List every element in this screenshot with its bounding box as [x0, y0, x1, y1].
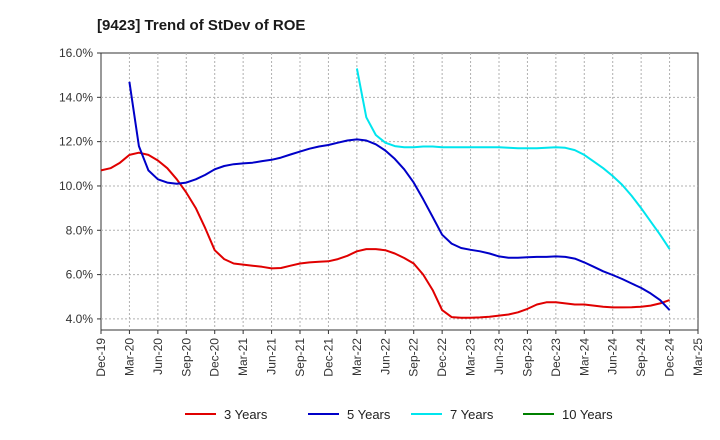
legend-label: 10 Years	[562, 407, 613, 422]
y-tick-label: 8.0%	[66, 223, 94, 237]
x-axis-ticks: Dec-19 Mar-20 Jun-20 Sep-20 Dec-20 Mar-21 Jun-…	[94, 330, 705, 377]
x-tick-label: Jun-20	[151, 338, 165, 375]
x-tick-label: Mar-25	[691, 338, 705, 376]
x-tick-label: Sep-23	[520, 338, 534, 377]
legend-label: 5 Years	[347, 407, 391, 422]
y-tick-label: 14.0%	[59, 90, 93, 104]
x-tick-label: Dec-22	[435, 338, 449, 377]
x-tick-label: Mar-20	[122, 338, 136, 376]
x-tick-label: Jun-24	[606, 338, 620, 375]
series-lines	[100, 68, 671, 319]
x-tick-label: Jun-23	[492, 338, 506, 375]
legend-label: 7 Years	[450, 407, 494, 422]
x-tick-label: Sep-24	[634, 338, 648, 377]
x-tick-label: Dec-20	[208, 338, 222, 377]
plot-area	[100, 52, 699, 331]
x-tick-label: Dec-23	[549, 338, 563, 377]
x-tick-label: Jun-22	[378, 338, 392, 375]
x-tick-label: Jun-21	[265, 338, 279, 375]
x-tick-label: Mar-23	[464, 338, 478, 376]
x-tick-label: Mar-22	[350, 338, 364, 376]
x-tick-label: Sep-22	[407, 338, 421, 377]
series-line-5-years	[128, 81, 671, 311]
x-tick-label: Mar-24	[577, 338, 591, 376]
series-line-3-years	[100, 151, 670, 319]
x-tick-label: Dec-24	[663, 338, 677, 377]
x-tick-label: Sep-21	[293, 338, 307, 377]
legend-label: 3 Years	[224, 407, 268, 422]
legend: 3 Years 5 Years 7 Years 10 Years	[185, 407, 613, 422]
x-tick-label: Dec-19	[94, 338, 108, 377]
y-tick-label: 6.0%	[66, 268, 94, 282]
y-tick-label: 4.0%	[66, 312, 94, 326]
chart-title: [9423] Trend of StDev of ROE	[97, 17, 305, 34]
y-axis-ticks: 4.0% 6.0% 8.0% 10.0% 12.0% 14.0% 16.0%	[59, 46, 101, 326]
x-tick-label: Mar-21	[236, 338, 250, 376]
y-tick-label: 10.0%	[59, 179, 93, 193]
gridlines	[101, 53, 698, 330]
y-tick-label: 12.0%	[59, 135, 93, 149]
x-tick-label: Sep-20	[179, 338, 193, 377]
x-tick-label: Dec-21	[321, 338, 335, 377]
y-tick-label: 16.0%	[59, 46, 93, 60]
series-line-7-years	[355, 68, 671, 250]
